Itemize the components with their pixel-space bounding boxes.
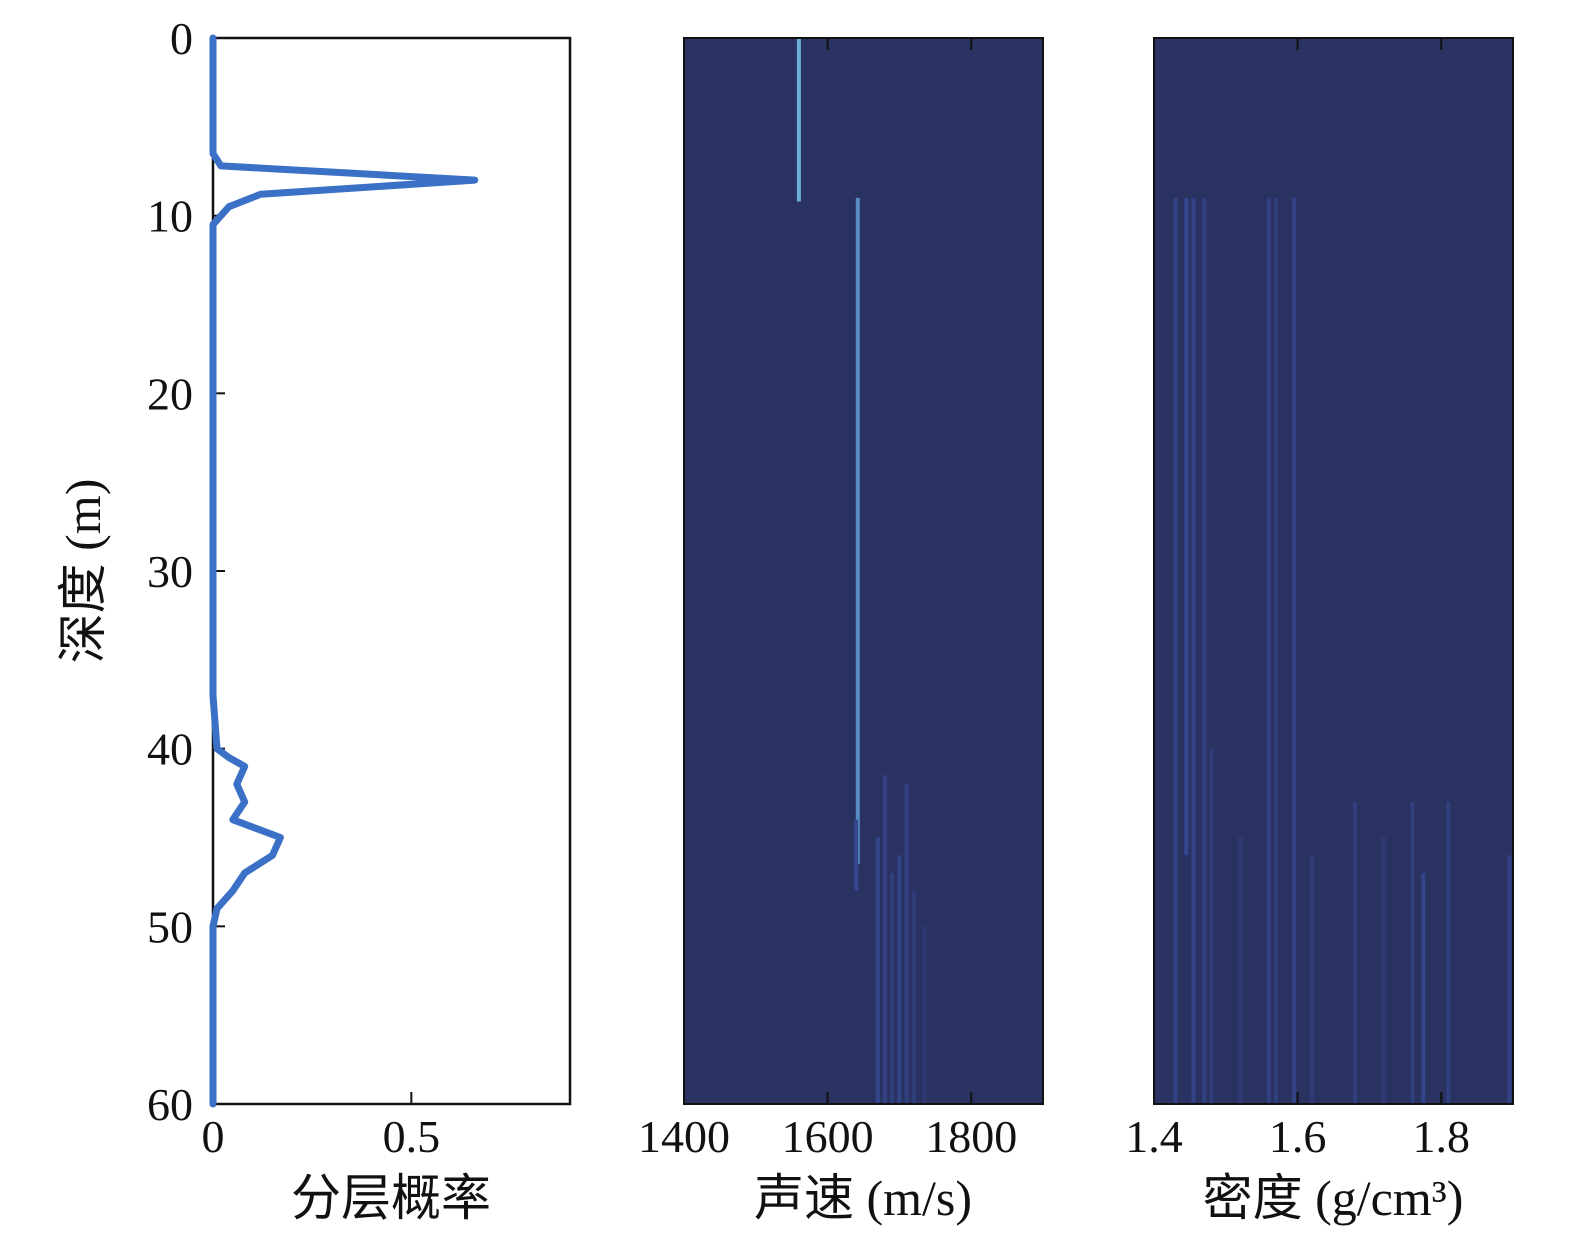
heatmap-trace (883, 775, 887, 1104)
heatmap-trace (1274, 197, 1279, 1104)
heatmap-trace (1507, 855, 1512, 1104)
heatmap-trace (1310, 855, 1314, 1104)
probability-x-axis-label: 分层概率 (291, 1170, 491, 1226)
x-tick-label: 1600 (782, 1111, 874, 1162)
probability-panel: 0 0.5 0 10 20 30 40 50 60 分层概率 深度 (m) (55, 13, 572, 1226)
probability-series-line (209, 34, 479, 1108)
y-tick-label: 50 (147, 901, 193, 952)
density-x-axis-label: 密度 (g/cm³) (1203, 1170, 1464, 1226)
probability-ticks: 0 0.5 0 10 20 30 40 50 60 (147, 13, 440, 1162)
heatmap-trace (904, 784, 909, 1104)
probability-plot-frame (211, 36, 572, 1106)
heatmap-trace (855, 197, 860, 865)
density-ticks: 1.4 1.6 1.8 (1125, 38, 1470, 1162)
heatmap-trace (1173, 197, 1178, 1104)
heatmap-trace (1410, 802, 1415, 1104)
heatmap-trace (1238, 837, 1243, 1104)
sound-speed-ticks: 1400 1600 1800 (638, 38, 1017, 1162)
sound-speed-heatmap-background (684, 38, 1043, 1104)
x-tick-label: 1400 (638, 1111, 730, 1162)
y-tick-label: 20 (147, 368, 193, 419)
heatmap-trace (1191, 197, 1196, 1104)
density-plot-frame (1153, 37, 1514, 1105)
sound-speed-panel: 1400 1600 1800 声速 (m/s) (638, 37, 1044, 1226)
density-panel: 1.4 1.6 1.8 密度 (g/cm³) (1125, 37, 1514, 1226)
sound-speed-plot-frame (683, 37, 1044, 1105)
heatmap-trace (1381, 837, 1386, 1104)
heatmap-trace (1446, 802, 1451, 1104)
heatmap-trace (796, 38, 801, 202)
heatmap-trace (1202, 197, 1207, 1104)
x-tick-label: 1.4 (1125, 1111, 1183, 1162)
heatmap-trace (1184, 197, 1189, 856)
heatmap-trace (854, 819, 859, 891)
x-tick-label: 1.8 (1412, 1111, 1470, 1162)
y-tick-label: 0 (170, 13, 193, 64)
heatmap-trace (1353, 802, 1357, 1104)
heatmap-trace (890, 873, 895, 1104)
y-tick-label: 10 (147, 191, 193, 242)
x-tick-label: 1.6 (1269, 1111, 1327, 1162)
heatmap-trace (922, 926, 927, 1104)
x-tick-label: 0 (202, 1111, 225, 1162)
x-tick-label: 1800 (925, 1111, 1017, 1162)
heatmap-trace (875, 837, 880, 1104)
density-traces (1173, 197, 1512, 1104)
heatmap-trace (1292, 197, 1296, 1104)
density-heatmap-background (1154, 38, 1513, 1104)
x-tick-label: 0.5 (383, 1111, 441, 1162)
y-tick-label: 30 (147, 546, 193, 597)
sound-speed-traces (796, 38, 927, 1104)
heatmap-trace (897, 855, 902, 1104)
depth-y-axis-label: 深度 (m) (55, 479, 111, 664)
heatmap-trace (1266, 197, 1271, 1104)
heatmap-trace (1209, 748, 1214, 1104)
heatmap-trace (911, 890, 916, 1104)
y-tick-label: 40 (147, 724, 193, 775)
y-tick-label: 60 (147, 1079, 193, 1130)
heatmap-trace (1421, 873, 1426, 1104)
sound-speed-x-axis-label: 声速 (m/s) (754, 1170, 972, 1226)
